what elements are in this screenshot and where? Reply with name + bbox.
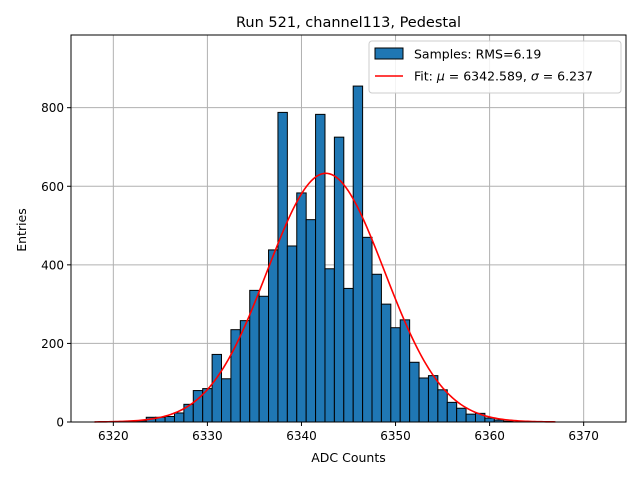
histogram-bar <box>371 273 382 423</box>
histogram-bars <box>108 85 514 423</box>
x-tick-label: 6350 <box>380 429 411 443</box>
legend-hist-label: Samples: RMS=6.19 <box>414 47 541 62</box>
histogram-bar <box>409 361 420 423</box>
x-tick-label: 6370 <box>568 429 599 443</box>
legend-fit-label: Fit: μ = 6342.589, σ = 6.237 <box>414 69 593 84</box>
legend-fit-prefix: Fit: <box>414 69 437 84</box>
legend-fit-mu-value: = 6342.589, <box>445 69 531 84</box>
histogram-bar <box>427 375 439 423</box>
histogram-bar <box>268 249 279 423</box>
histogram-bar <box>352 85 364 423</box>
histogram-bar <box>239 320 251 423</box>
histogram-bar <box>437 389 448 423</box>
x-tick-label: 6330 <box>192 429 223 443</box>
y-tick-label: 600 <box>41 180 64 194</box>
legend-box <box>368 40 622 94</box>
x-axis-ticks: 6320 6330 6340 6350 6360 6370 <box>98 422 599 443</box>
x-tick-label: 6360 <box>474 429 505 443</box>
y-tick-label: 400 <box>41 258 64 272</box>
histogram-bar <box>324 268 335 423</box>
histogram-bar <box>211 353 223 423</box>
y-tick-label: 800 <box>41 101 64 115</box>
histogram-bar <box>399 319 411 423</box>
histogram-bar <box>258 295 270 423</box>
histogram-bar <box>221 378 232 423</box>
x-tick-label: 6340 <box>286 429 317 443</box>
plot-frame <box>70 34 627 423</box>
histogram-bar <box>343 287 354 423</box>
histogram-bar <box>484 417 495 423</box>
legend: Samples: RMS=6.19 Fit: μ = 6342.589, σ =… <box>368 40 622 94</box>
histogram-bar <box>390 327 401 423</box>
y-axis-label: Entries <box>14 208 29 252</box>
histogram-bar <box>286 245 298 423</box>
histogram-bar <box>296 192 307 423</box>
histogram-bar <box>277 111 288 423</box>
y-tick-label: 200 <box>41 337 64 351</box>
histogram-bar <box>305 219 317 423</box>
histogram-bar <box>164 415 175 423</box>
chart-title: Run 521, channel113, Pedestal <box>236 15 461 31</box>
histogram-bar <box>456 407 467 423</box>
x-axis-label: ADC Counts <box>311 450 386 465</box>
histogram-bar <box>315 113 326 423</box>
legend-fit-sigma-value: = 6.237 <box>539 69 593 84</box>
histogram-bar <box>465 413 476 423</box>
histogram-bar <box>362 236 373 423</box>
y-tick-label: 0 <box>56 416 64 430</box>
histogram-bar <box>230 329 241 423</box>
histogram-bar <box>418 377 429 423</box>
histogram-bar <box>173 412 185 423</box>
histogram-bar <box>446 401 458 423</box>
fit-curve-line <box>94 172 556 423</box>
legend-fit-mu-symbol: μ <box>436 69 445 84</box>
legend-fit-sigma-symbol: σ <box>531 69 540 84</box>
x-tick-label: 6320 <box>98 429 129 443</box>
legend-hist-swatch <box>374 47 404 60</box>
y-axis-ticks: 0 200 400 600 800 <box>41 101 71 430</box>
histogram-bar <box>380 303 392 423</box>
